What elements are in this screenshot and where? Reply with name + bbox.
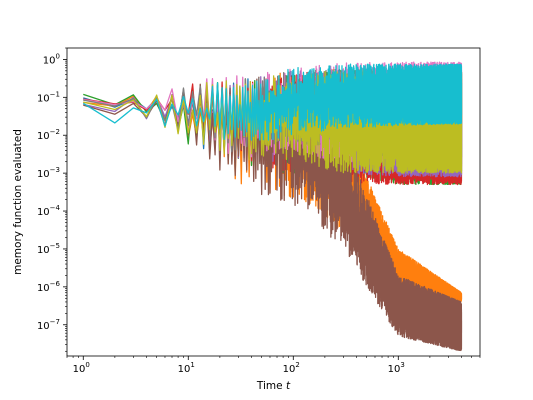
y-axis: 100 10−1 10−2 10−3 10−4 10−5 10−6 10−7 — [37, 47, 67, 352]
series-layer — [82, 61, 463, 352]
y-tick-label: 10−4 — [37, 204, 61, 218]
series-line-6 — [83, 75, 463, 352]
x-tick-label: 103 — [388, 361, 405, 375]
x-axis: 100 101 102 103 — [66, 356, 481, 375]
x-tick-label: 101 — [178, 361, 195, 375]
series-line-10 — [82, 63, 463, 141]
y-tick-label: 10−5 — [37, 242, 60, 256]
x-tick-label: 102 — [283, 361, 300, 375]
y-tick-label: 10−1 — [37, 90, 60, 104]
y-tick-label: 10−2 — [37, 128, 60, 142]
y-tick-label: 100 — [43, 52, 60, 66]
y-tick-label: 10−3 — [37, 166, 60, 180]
y-axis-label: memory function evaluated — [12, 129, 24, 275]
x-axis-label: Time t — [256, 380, 291, 392]
y-tick-label: 10−6 — [37, 280, 61, 294]
x-tick-label: 100 — [73, 361, 90, 375]
plot-frame — [66, 47, 481, 357]
y-tick-label: 10−7 — [37, 318, 60, 332]
